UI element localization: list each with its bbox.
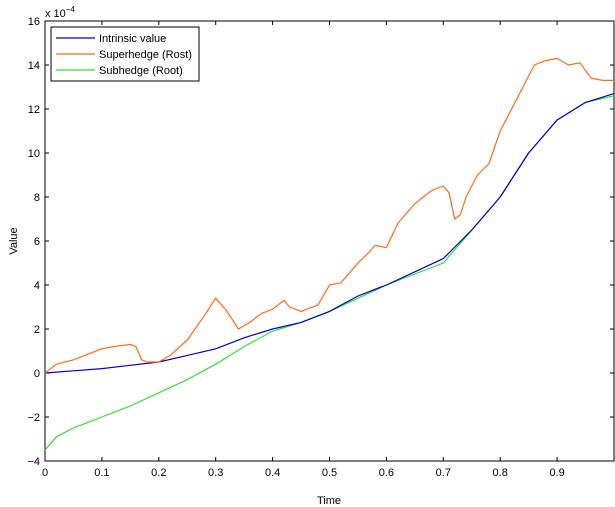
x-tick-label: 0.9 bbox=[549, 467, 564, 479]
y-tick-label: 14 bbox=[28, 60, 40, 72]
axis-ticks: 0 0.1 0.2 0.3 0.4 0.5 0.6 0.7 0.8 0.9 −4 −2 0 2 4 6 8 10 1… bbox=[27, 16, 614, 479]
x-tick-label: 0.5 bbox=[322, 467, 337, 479]
y-tick-label: 6 bbox=[34, 236, 40, 248]
y-tick-label: 16 bbox=[28, 16, 40, 28]
legend: Intrinsic value Superhedge (Rost) Subhed… bbox=[50, 26, 200, 82]
series-superhedge-rost bbox=[44, 57, 614, 374]
y-tick-label: 12 bbox=[28, 104, 40, 116]
series-lines bbox=[44, 57, 615, 451]
y-tick-label: 4 bbox=[34, 280, 40, 292]
x-tick-label: 0 bbox=[42, 467, 48, 479]
y-tick-label: 0 bbox=[34, 368, 40, 380]
y-tick-label: 2 bbox=[34, 324, 40, 336]
y-multiplier-label: x 10−4 bbox=[45, 5, 75, 20]
y-axis-label: Value bbox=[8, 227, 20, 254]
x-tick-label: 0.2 bbox=[151, 467, 166, 479]
legend-label-subhedge: Subhedge (Root) bbox=[99, 65, 183, 77]
x-tick-label: 0.7 bbox=[436, 467, 451, 479]
legend-label-intrinsic-value: Intrinsic value bbox=[99, 33, 166, 45]
x-axis-label: Time bbox=[317, 495, 341, 507]
y-tick-label: 10 bbox=[28, 148, 40, 160]
x-tick-label: 0.6 bbox=[379, 467, 394, 479]
x-tick-label: 0.4 bbox=[265, 467, 280, 479]
plot-area-frame bbox=[44, 20, 615, 462]
series-intrinsic-value bbox=[44, 93, 615, 374]
legend-label-superhedge: Superhedge (Rost) bbox=[99, 49, 192, 61]
y-tick-label: −2 bbox=[27, 412, 40, 424]
y-tick-label: −4 bbox=[27, 456, 40, 468]
x-tick-label: 0.1 bbox=[94, 467, 109, 479]
y-tick-label: 8 bbox=[34, 192, 40, 204]
x-tick-label: 0.3 bbox=[208, 467, 223, 479]
x-tick-label: 0.8 bbox=[493, 467, 508, 479]
